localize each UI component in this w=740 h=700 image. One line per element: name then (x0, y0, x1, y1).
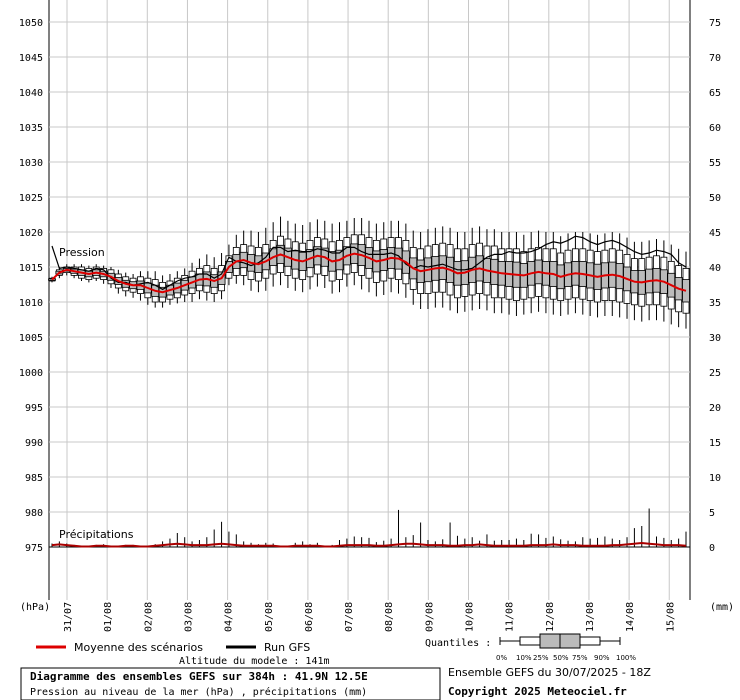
pressure-label: Pression (59, 246, 105, 259)
quantile-legend-box (499, 633, 621, 649)
x-tick-label: 12/08 (545, 602, 556, 632)
right-tick-label: 75 (709, 18, 721, 29)
x-tick-label: 03/08 (183, 602, 194, 632)
right-tick-label: 30 (709, 333, 721, 344)
right-tick-label: 5 (709, 508, 715, 519)
x-tick-label: 09/08 (424, 602, 435, 632)
x-tick-label: 13/08 (585, 602, 596, 632)
x-tick-label: 08/08 (384, 602, 395, 632)
quantile-mark-label: 50% (553, 654, 569, 662)
quantile-mark-label: 25% (533, 654, 549, 662)
quantile-marks: 0% 10% 25% 50% 75% 90% 100% (496, 654, 636, 662)
right-tick-label: 35 (709, 298, 721, 309)
right-unit: (mm) (710, 602, 734, 613)
x-axis-ticks: 31/07 01/08 02/08 03/08 04/08 05/08 06/08 07/08… (63, 602, 676, 632)
left-tick-label: 1000 (19, 368, 43, 379)
x-tick-label: 06/08 (304, 602, 315, 632)
altitude-label: Altitude du modele : 141m (179, 656, 330, 667)
quantile-mark-label: 90% (594, 654, 610, 662)
left-tick-label: 990 (25, 438, 43, 449)
left-tick-label: 980 (25, 508, 43, 519)
right-tick-label: 65 (709, 88, 721, 99)
line-layer (51, 235, 687, 294)
x-tick-label: 02/08 (143, 602, 154, 632)
copyright-label: Copyright 2025 Meteociel.fr (448, 685, 627, 698)
left-tick-label: 975 (25, 543, 43, 554)
left-tick-label: 1005 (19, 333, 43, 344)
left-tick-label: 1045 (19, 53, 43, 64)
right-tick-label: 0 (709, 543, 715, 554)
right-tick-label: 60 (709, 123, 721, 134)
x-tick-label: 04/08 (224, 602, 235, 632)
quantile-mark-label: 10% (516, 654, 532, 662)
x-tick-label: 14/08 (625, 602, 636, 632)
left-tick-label: 1010 (19, 298, 43, 309)
quantile-mark-label: 100% (616, 654, 636, 662)
left-tick-label: 1035 (19, 123, 43, 134)
x-tick-label: 10/08 (465, 602, 476, 632)
x-tick-label: 11/08 (505, 602, 516, 632)
x-tick-label: 05/08 (264, 602, 275, 632)
left-tick-label: 1050 (19, 18, 43, 29)
precip-layer (51, 508, 687, 548)
left-tick-label: 1030 (19, 158, 43, 169)
ensemble-mean-line (51, 252, 687, 294)
quantile-mark-label: 0% (496, 654, 507, 662)
legend-mean-label: Moyenne des scénarios (74, 641, 203, 654)
left-axis-ticks: 1050 1045 1040 1035 1030 1025 1020 1015 1010 1005… (19, 18, 43, 554)
quantile-mark-label: 75% (572, 654, 588, 662)
chart-title: Diagramme des ensembles GEFS sur 384h : … (30, 670, 368, 683)
left-unit: (hPa) (20, 602, 50, 613)
right-tick-label: 50 (709, 193, 721, 204)
precip-mean-line (51, 541, 687, 548)
title-box (20, 667, 441, 700)
left-tick-label: 985 (25, 473, 43, 484)
left-tick-label: 1015 (19, 263, 43, 274)
x-tick-label: 07/08 (344, 602, 355, 632)
chart-subtitle: Pression au niveau de la mer (hPa) , pré… (30, 686, 367, 698)
precip-label: Précipitations (59, 528, 134, 541)
x-tick-label: 15/08 (665, 602, 676, 632)
x-tick-label: 31/07 (63, 602, 74, 632)
right-tick-label: 25 (709, 368, 721, 379)
left-tick-label: 1040 (19, 88, 43, 99)
ensemble-run-label: Ensemble GEFS du 30/07/2025 - 18Z (448, 666, 651, 679)
legend-run-label: Run GFS (264, 641, 310, 654)
quantiles-label: Quantiles : (425, 638, 491, 649)
right-tick-label: 40 (709, 263, 721, 274)
left-tick-label: 1020 (19, 228, 43, 239)
right-tick-label: 15 (709, 438, 721, 449)
left-tick-label: 1025 (19, 193, 43, 204)
right-tick-label: 20 (709, 403, 721, 414)
run-gfs-line (51, 235, 687, 291)
x-tick-label: 01/08 (103, 602, 114, 632)
right-tick-label: 10 (709, 473, 721, 484)
left-tick-label: 995 (25, 403, 43, 414)
right-tick-label: 70 (709, 53, 721, 64)
right-tick-label: 45 (709, 228, 721, 239)
right-tick-label: 55 (709, 158, 721, 169)
